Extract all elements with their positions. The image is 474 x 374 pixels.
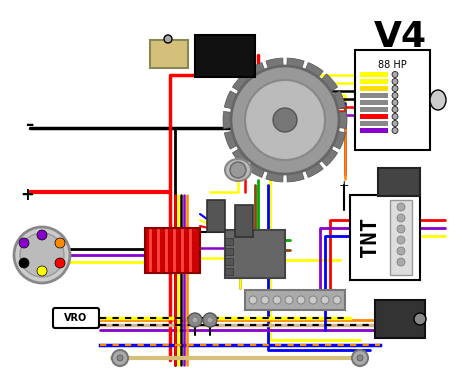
Circle shape [55,258,65,268]
Bar [207,200,225,232]
Wedge shape [247,120,285,178]
Circle shape [117,355,123,361]
Text: 88 HP: 88 HP [378,60,407,70]
Wedge shape [266,58,285,120]
Circle shape [164,35,172,43]
Bar [145,228,200,273]
Circle shape [285,296,293,304]
Ellipse shape [225,159,251,181]
Circle shape [352,350,368,366]
Circle shape [20,233,64,277]
Bar [225,268,233,275]
Circle shape [414,313,426,325]
FancyBboxPatch shape [53,308,99,328]
Text: V4: V4 [374,20,427,54]
Bar [360,107,388,112]
Circle shape [397,247,405,255]
Circle shape [230,162,246,178]
Bar [360,86,388,91]
Circle shape [207,317,213,323]
Bar [245,290,345,310]
Circle shape [273,108,297,132]
Circle shape [392,71,398,77]
Circle shape [14,227,70,283]
Wedge shape [247,62,285,120]
Bar [225,230,285,278]
Circle shape [261,296,269,304]
Bar [360,93,388,98]
Circle shape [19,238,29,248]
Bar [360,100,388,105]
Bar [235,205,253,237]
Circle shape [392,99,398,105]
Circle shape [333,296,341,304]
Circle shape [397,214,405,222]
Circle shape [19,258,29,268]
Wedge shape [285,58,304,120]
Circle shape [357,355,363,361]
Circle shape [392,79,398,85]
Bar [195,35,255,77]
Circle shape [37,230,47,240]
Circle shape [397,203,405,211]
Circle shape [192,317,198,323]
Circle shape [249,296,257,304]
Circle shape [55,238,65,248]
Wedge shape [285,91,346,120]
Circle shape [392,128,398,134]
Ellipse shape [430,90,446,110]
Bar [378,168,420,196]
Bar [375,300,425,338]
Circle shape [397,258,405,266]
Text: TNT: TNT [360,217,380,257]
Circle shape [392,113,398,120]
Bar [360,114,388,119]
Wedge shape [285,120,304,182]
Bar [360,79,388,84]
Bar [225,258,233,265]
Circle shape [188,313,202,327]
Wedge shape [285,111,347,129]
Wedge shape [285,120,346,149]
Bar [360,128,388,133]
Bar [360,72,388,77]
Wedge shape [223,111,285,129]
Circle shape [231,66,339,174]
Text: +: + [20,186,34,204]
Circle shape [273,296,281,304]
Circle shape [321,296,329,304]
Circle shape [297,296,305,304]
Wedge shape [285,120,337,166]
Bar [225,238,233,245]
Circle shape [392,92,398,98]
Wedge shape [285,120,323,178]
Bar [225,248,233,255]
Wedge shape [224,91,285,120]
Bar [390,200,412,275]
Wedge shape [232,74,285,120]
Circle shape [392,120,398,126]
Text: VRO: VRO [64,313,88,323]
Circle shape [392,86,398,92]
Bar [360,121,388,126]
Wedge shape [285,62,323,120]
Circle shape [245,80,325,160]
Circle shape [37,266,47,276]
Circle shape [203,313,217,327]
Text: –: – [25,116,33,134]
Wedge shape [232,120,285,166]
Wedge shape [224,120,285,149]
Bar [355,50,430,150]
Circle shape [112,350,128,366]
Bar [350,195,420,280]
Bar [150,40,188,68]
Circle shape [397,236,405,244]
Circle shape [309,296,317,304]
Wedge shape [266,120,285,182]
Circle shape [392,107,398,113]
Wedge shape [285,74,337,120]
Circle shape [397,225,405,233]
Text: +: + [339,178,349,191]
